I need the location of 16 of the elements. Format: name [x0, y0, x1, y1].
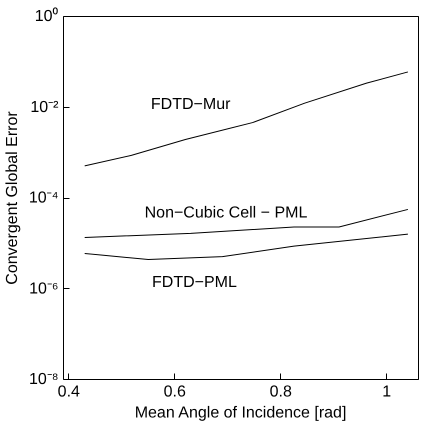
series-label: Non−Cubic Cell − PML: [144, 204, 308, 222]
y-tick-label: 10⁻⁸: [28, 371, 58, 388]
y-tick-label: 10⁻⁴: [28, 190, 59, 206]
y-axis-title: Convergent Global Error: [4, 110, 21, 285]
x-tick-label: 0.6: [164, 384, 186, 400]
series-label: FDTD−PML: [152, 274, 238, 292]
x-tick-label: 1: [382, 384, 392, 400]
x-tick-label: 0.8: [270, 384, 292, 400]
line-series: [84, 71, 408, 166]
x-tick-label: 0.4: [58, 384, 80, 400]
y-tick-label: 10⁻²: [30, 98, 60, 116]
y-tick-label: 10⁰: [34, 7, 58, 25]
line-series: [84, 234, 408, 260]
series-label: FDTD−Mur: [150, 96, 232, 114]
x-axis-title: Mean Angle of Incidence [rad]: [134, 404, 346, 422]
y-tick-label: 10⁻⁶: [29, 280, 59, 298]
